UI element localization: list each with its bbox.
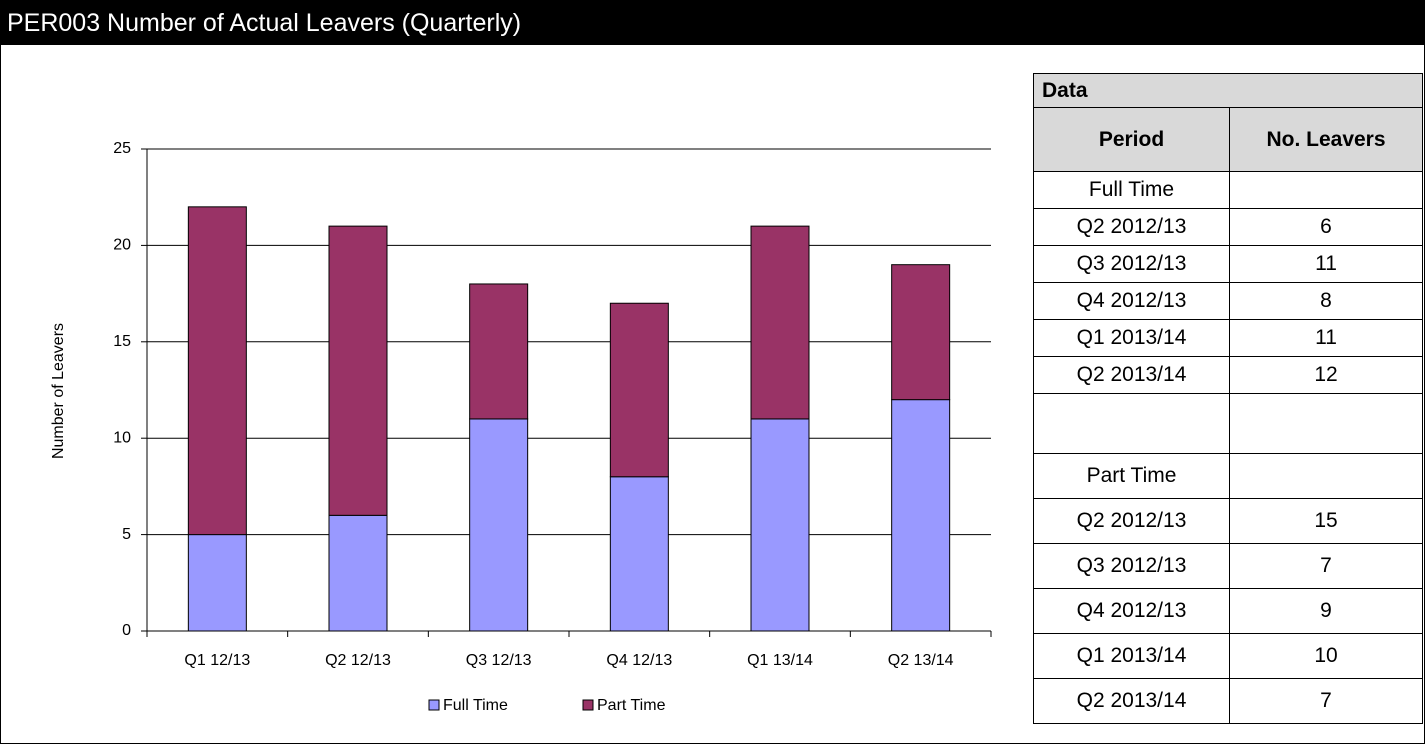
column-header: No. Leavers [1229, 107, 1423, 172]
y-tick-label: 5 [122, 526, 131, 543]
value-cell: 15 [1229, 498, 1423, 544]
value-cell: 12 [1229, 356, 1423, 394]
x-tick-label: Q2 12/13 [325, 652, 391, 669]
value-cell: 7 [1229, 543, 1423, 589]
table-cell [1033, 393, 1230, 454]
bar-segment [609, 302, 669, 478]
x-tick-label: Q4 12/13 [606, 652, 672, 669]
bar-segment [328, 514, 388, 632]
table-cell [1229, 393, 1423, 454]
table-cell [1229, 453, 1423, 499]
group-label: Full Time [1033, 171, 1230, 209]
value-cell: 11 [1229, 319, 1423, 357]
period-cell: Q3 2012/13 [1033, 543, 1230, 589]
table-title: Data [1033, 73, 1423, 108]
period-cell: Q1 2013/14 [1033, 633, 1230, 679]
value-cell: 6 [1229, 208, 1423, 246]
bar-segment [891, 399, 951, 632]
y-tick-label: 0 [122, 622, 131, 639]
legend-swatch [582, 699, 594, 711]
value-cell: 8 [1229, 282, 1423, 320]
y-tick-label: 20 [113, 237, 131, 254]
period-cell: Q3 2012/13 [1033, 245, 1230, 283]
x-tick-label: Q3 12/13 [466, 652, 532, 669]
bar-segment [891, 264, 951, 401]
y-tick-label: 10 [113, 429, 131, 446]
x-tick-label: Q2 13/14 [888, 652, 954, 669]
legend-swatch [428, 699, 440, 711]
period-cell: Q2 2012/13 [1033, 498, 1230, 544]
bar-segment [609, 476, 669, 632]
legend-label: Part Time [597, 697, 666, 714]
value-cell: 9 [1229, 588, 1423, 634]
value-cell: 7 [1229, 678, 1423, 724]
value-cell: 10 [1229, 633, 1423, 679]
chart: Number of Leavers 0 5 10 15 20 25 Q1 12/13 Q2 1… [50, 140, 992, 714]
group-label: Part Time [1033, 453, 1230, 499]
bar-segment [187, 534, 247, 632]
period-cell: Q2 2013/14 [1033, 678, 1230, 724]
value-cell: 11 [1229, 245, 1423, 283]
bar-segment [750, 418, 810, 632]
bar-segment [750, 225, 810, 420]
x-tick-label: Q1 12/13 [184, 652, 250, 669]
bar-segment [469, 418, 529, 632]
y-axis-label: Number of Leavers [50, 323, 67, 459]
bar-segment [187, 206, 247, 536]
period-cell: Q4 2012/13 [1033, 588, 1230, 634]
period-cell: Q1 2013/14 [1033, 319, 1230, 357]
y-tick-label: 15 [113, 333, 131, 350]
period-cell: Q2 2013/14 [1033, 356, 1230, 394]
column-header: Period [1033, 107, 1230, 172]
bar-segment [469, 283, 529, 420]
x-tick-label: Q1 13/14 [747, 652, 813, 669]
period-cell: Q2 2012/13 [1033, 208, 1230, 246]
period-cell: Q4 2012/13 [1033, 282, 1230, 320]
page-title: PER003 Number of Actual Leavers (Quarter… [1, 1, 1424, 45]
legend-label: Full Time [443, 697, 508, 714]
y-tick-label: 25 [113, 140, 131, 157]
table-cell [1229, 171, 1423, 209]
bar-segment [328, 225, 388, 516]
